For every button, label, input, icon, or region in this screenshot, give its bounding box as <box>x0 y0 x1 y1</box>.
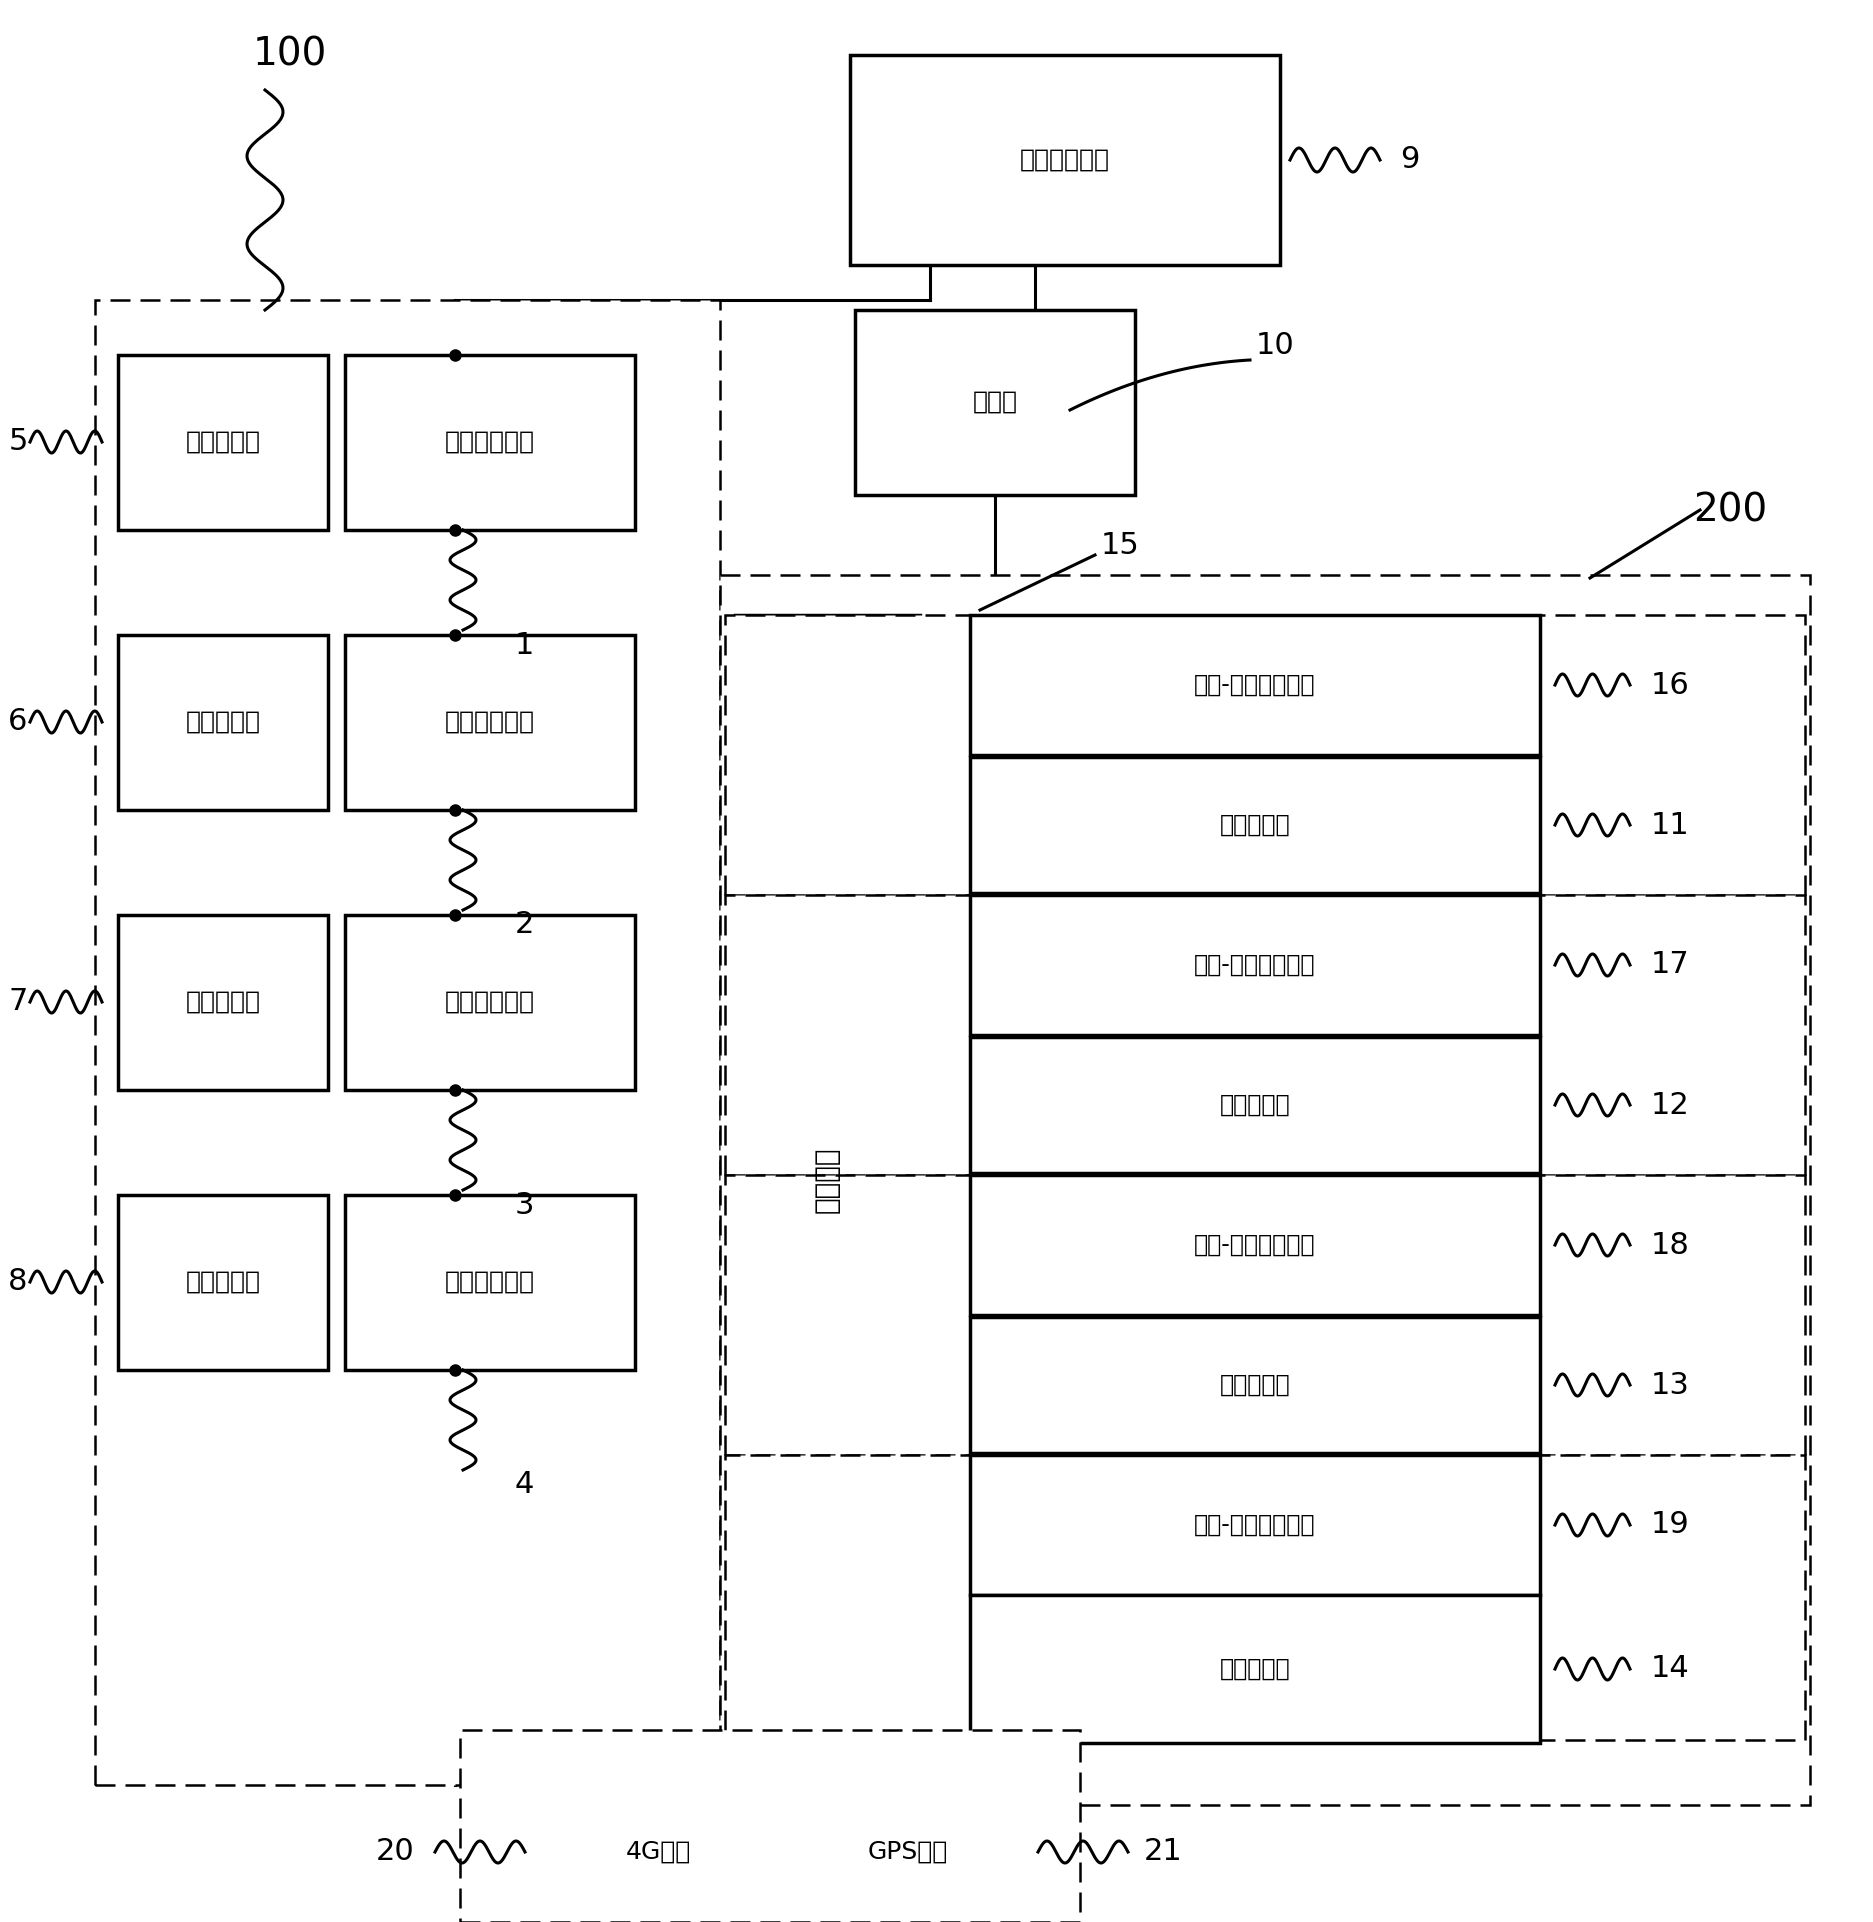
Bar <box>725 1174 1804 1455</box>
Bar <box>725 1455 1804 1739</box>
Text: 5: 5 <box>7 427 28 457</box>
Text: 100: 100 <box>253 37 328 75</box>
Text: 光电传感器: 光电传感器 <box>1219 1094 1290 1117</box>
Text: 13: 13 <box>1650 1370 1689 1399</box>
Text: 太阳能电池板: 太阳能电池板 <box>444 990 534 1015</box>
Text: 电流-电压转换电路: 电流-电压转换电路 <box>1193 953 1315 976</box>
Bar <box>345 915 635 1090</box>
Text: 锂电池: 锂电池 <box>972 390 1017 413</box>
Text: 电流-电压转换电路: 电流-电压转换电路 <box>1193 1513 1315 1538</box>
Bar <box>970 896 1540 1036</box>
Text: 19: 19 <box>1650 1511 1688 1540</box>
Text: 旁路二极管: 旁路二极管 <box>185 709 260 734</box>
Text: 17: 17 <box>1650 951 1688 980</box>
Bar <box>970 1038 1540 1172</box>
Text: 10: 10 <box>1255 331 1294 359</box>
Text: 太阳能电池板: 太阳能电池板 <box>444 1270 534 1294</box>
Bar <box>118 356 328 530</box>
Text: GPS模块: GPS模块 <box>867 1839 948 1864</box>
Text: 20: 20 <box>376 1837 414 1866</box>
Text: 旁路二极管: 旁路二极管 <box>185 1270 260 1294</box>
Text: 太阳能电池板: 太阳能电池板 <box>444 709 534 734</box>
Text: 200: 200 <box>1691 490 1766 529</box>
Text: 3: 3 <box>515 1190 534 1219</box>
Text: 微处理器: 微处理器 <box>813 1147 841 1213</box>
Text: 太阳能电池板: 太阳能电池板 <box>444 431 534 454</box>
Bar <box>96 300 719 1786</box>
Bar <box>854 309 1135 496</box>
Bar <box>719 575 1809 1805</box>
Text: 21: 21 <box>1143 1837 1182 1866</box>
Text: 16: 16 <box>1650 671 1688 700</box>
Bar <box>850 56 1279 265</box>
Text: 光电传感器: 光电传感器 <box>1219 1372 1290 1397</box>
Bar <box>459 1730 1079 1922</box>
Bar <box>792 1787 1023 1916</box>
Bar <box>970 1455 1540 1595</box>
Text: 4G模块: 4G模块 <box>626 1839 691 1864</box>
Bar <box>345 634 635 809</box>
Text: 1: 1 <box>515 630 534 659</box>
Text: 9: 9 <box>1399 146 1420 175</box>
Text: 光电传感器: 光电传感器 <box>1219 1657 1290 1682</box>
Bar <box>725 615 1804 896</box>
Bar <box>970 615 1540 755</box>
Text: 2: 2 <box>515 911 534 940</box>
Text: 6: 6 <box>7 707 28 736</box>
Text: 18: 18 <box>1650 1230 1689 1259</box>
Text: 11: 11 <box>1650 811 1688 840</box>
Text: 7: 7 <box>7 988 28 1017</box>
Bar <box>970 1174 1540 1315</box>
Bar <box>970 1595 1540 1743</box>
Text: 太阳能控制器: 太阳能控制器 <box>1019 148 1109 171</box>
Bar <box>725 896 1804 1174</box>
Bar <box>547 1787 768 1916</box>
Bar <box>970 1317 1540 1453</box>
Text: 12: 12 <box>1650 1090 1688 1119</box>
Bar <box>734 615 920 1745</box>
Bar <box>118 1195 328 1370</box>
Text: 14: 14 <box>1650 1655 1688 1684</box>
Text: 电流-电压转换电路: 电流-电压转换电路 <box>1193 673 1315 698</box>
Text: 电流-电压转换电路: 电流-电压转换电路 <box>1193 1234 1315 1257</box>
Text: 8: 8 <box>7 1267 28 1297</box>
Bar <box>118 915 328 1090</box>
Text: 4: 4 <box>515 1470 534 1499</box>
Text: 光电传感器: 光电传感器 <box>1219 813 1290 836</box>
Bar <box>118 634 328 809</box>
Bar <box>345 1195 635 1370</box>
Bar <box>970 757 1540 894</box>
Text: 旁路二极管: 旁路二极管 <box>185 431 260 454</box>
Text: 旁路二极管: 旁路二极管 <box>185 990 260 1015</box>
Bar <box>345 356 635 530</box>
Text: 15: 15 <box>1099 530 1139 559</box>
